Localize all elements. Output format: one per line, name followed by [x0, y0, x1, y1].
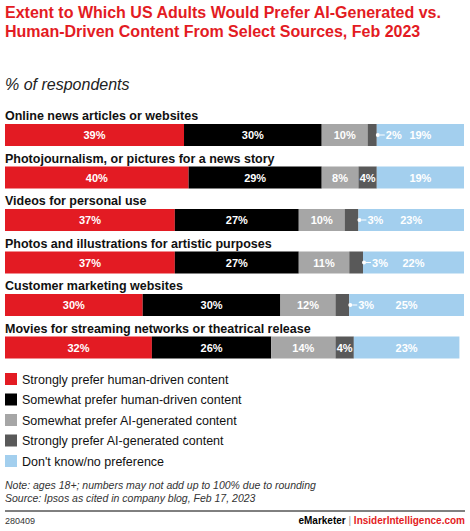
- category-label: Movies for streaming networks or theatri…: [5, 322, 311, 336]
- data-label: 14%: [292, 342, 314, 354]
- data-label: 4%: [360, 172, 376, 184]
- leader-dot: [357, 218, 361, 222]
- data-label: 8%: [332, 172, 348, 184]
- bar-segment: [322, 124, 368, 146]
- data-label: 30%: [63, 299, 85, 311]
- bar-segment: [271, 337, 335, 359]
- footer-part: InsiderIntelligence.com: [351, 515, 465, 526]
- bar-segment: [358, 167, 376, 189]
- bar-segment: [377, 167, 464, 189]
- bar-segment: [5, 294, 143, 316]
- data-label: 29%: [244, 172, 266, 184]
- leader-dot: [376, 133, 380, 137]
- leader-line: [361, 220, 366, 221]
- data-label: 26%: [201, 342, 223, 354]
- data-label: 12%: [297, 299, 319, 311]
- data-label: 23%: [400, 214, 422, 226]
- bar-segment: [377, 124, 464, 146]
- data-label: 37%: [79, 214, 101, 226]
- leader-line: [380, 135, 385, 136]
- legend-swatch: [5, 455, 17, 467]
- category-label: Videos for personal use: [5, 194, 147, 208]
- bar-segment: [5, 167, 189, 189]
- bar-segment: [5, 209, 175, 231]
- bar-segment: [322, 167, 359, 189]
- bar-segment: [335, 294, 349, 316]
- data-label: 22%: [402, 257, 424, 269]
- category-label: Photos and illustrations for artistic pu…: [5, 237, 272, 251]
- legend-swatch: [5, 394, 17, 406]
- bar-segment: [175, 209, 299, 231]
- bar-segment: [354, 337, 460, 359]
- chart: % of respondents Online news articles or …: [0, 0, 470, 531]
- subtitle: % of respondents: [5, 76, 130, 93]
- leader-dot: [348, 303, 352, 307]
- data-label: 27%: [226, 214, 248, 226]
- category-label: Customer marketing websites: [5, 279, 183, 293]
- data-label: 39%: [83, 129, 105, 141]
- data-label: 4%: [337, 342, 353, 354]
- bar-segment: [184, 124, 322, 146]
- data-label: 3%: [372, 257, 388, 269]
- bar-segment: [175, 252, 299, 274]
- legend-swatch: [5, 435, 17, 447]
- data-label: 30%: [201, 299, 223, 311]
- legend-label: Strongly prefer AI-generated content: [22, 434, 224, 448]
- data-label: 11%: [313, 257, 335, 269]
- data-label: 3%: [358, 299, 374, 311]
- data-label: 32%: [67, 342, 89, 354]
- footer-part: eMarketer: [298, 515, 345, 526]
- legend-label: Somewhat prefer AI-generated content: [22, 414, 237, 428]
- data-label: 27%: [226, 257, 248, 269]
- leader-dot: [362, 261, 366, 265]
- data-label: 25%: [396, 299, 418, 311]
- footer: eMarketer | InsiderIntelligence.com: [298, 515, 465, 526]
- category-label: Online news articles or websites: [5, 109, 198, 123]
- data-label: 3%: [367, 214, 383, 226]
- bar-segment: [368, 124, 377, 146]
- data-label: 19%: [409, 172, 431, 184]
- bar-segment: [143, 294, 281, 316]
- bar-segment: [349, 294, 464, 316]
- leader-line: [352, 305, 357, 306]
- data-label: 40%: [86, 172, 108, 184]
- labels: Online news articles or websites 39% 30% 10…: [5, 109, 432, 354]
- bar-segment: [345, 209, 359, 231]
- data-label: 10%: [334, 129, 356, 141]
- bar-segment: [152, 337, 271, 359]
- category-label: Photojournalism, or pictures for a news …: [5, 152, 275, 166]
- bar-segment: [299, 209, 345, 231]
- legend-swatch: [5, 414, 17, 426]
- bar-segment: [335, 337, 353, 359]
- legend-swatch: [5, 373, 17, 385]
- title: Extent to Which US Adults Would Prefer A…: [5, 3, 445, 41]
- legend-label: Don't know/no preference: [22, 455, 164, 469]
- bar-segment: [280, 294, 335, 316]
- note: Source: Ipsos as cited in company blog, …: [5, 492, 256, 504]
- data-label: 30%: [242, 129, 264, 141]
- data-label: 37%: [79, 257, 101, 269]
- legend-label: Somewhat prefer human-driven content: [22, 393, 242, 407]
- bar-segment: [5, 337, 152, 359]
- bar-segment: [363, 252, 464, 274]
- footer-rule: [5, 511, 465, 512]
- chart-id: 280409: [5, 516, 35, 526]
- leader-line: [366, 262, 371, 263]
- bar-segment: [5, 124, 184, 146]
- bar-segment: [358, 209, 464, 231]
- note: Note: ages 18+; numbers may not add up t…: [5, 479, 316, 491]
- legend-label: Strongly prefer human-driven content: [22, 373, 229, 387]
- data-label: 2%: [386, 129, 402, 141]
- bars: [5, 124, 464, 359]
- data-label: 10%: [311, 214, 333, 226]
- bar-segment: [349, 252, 363, 274]
- bar-segment: [189, 167, 322, 189]
- data-label: 19%: [409, 129, 431, 141]
- bar-segment: [299, 252, 349, 274]
- data-label: 23%: [396, 342, 418, 354]
- bar-segment: [5, 252, 175, 274]
